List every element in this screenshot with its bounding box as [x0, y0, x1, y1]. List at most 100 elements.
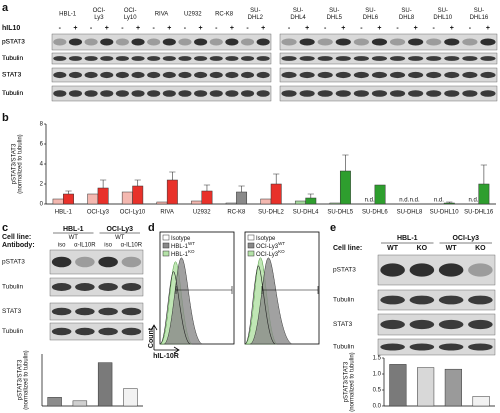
treatment-sign: +	[377, 25, 381, 32]
x-tick-label: SU-DHL5	[327, 210, 353, 216]
blot-band	[121, 327, 142, 336]
genotype-label: KO	[475, 245, 486, 252]
blot-band	[225, 90, 239, 97]
blot-band	[178, 56, 192, 61]
cell-line-label: SU-DHL6	[363, 8, 379, 21]
blot-band	[480, 56, 496, 61]
legend-entry: Isotype	[171, 236, 191, 242]
blot-band	[353, 38, 369, 46]
histogram-wt	[249, 257, 293, 345]
blot-band	[194, 90, 208, 97]
y-axis-label: pSTAT3/STAT3	[344, 361, 350, 402]
blot-band	[438, 343, 464, 351]
y-tick-label: 8	[40, 122, 44, 128]
y-axis-label-sub: (normalized to tubulin)	[24, 350, 30, 409]
blot-band	[462, 38, 478, 46]
blot-band	[335, 56, 351, 61]
blot-band	[84, 56, 98, 61]
treatment-sign: -	[184, 25, 187, 32]
blot-band	[147, 38, 161, 46]
blot-band	[438, 295, 464, 305]
x-tick-label: SU-DHL8	[397, 210, 423, 216]
blot-band	[299, 71, 315, 79]
error-bar	[65, 190, 72, 194]
y-axis-label: pSTAT3/STAT3	[18, 359, 24, 400]
blot-band	[75, 327, 95, 336]
blot-band	[317, 71, 333, 79]
x-tick-label: OCI-Ly10	[120, 210, 146, 216]
blot-band	[98, 283, 118, 291]
legend-swatch	[162, 250, 170, 257]
blot-band	[147, 71, 161, 79]
blot-band	[389, 56, 406, 61]
blot-band	[131, 90, 145, 97]
blot-band	[100, 56, 114, 61]
bar	[156, 201, 168, 205]
x-tick-label: RIVA	[160, 210, 174, 216]
blot-strip	[377, 313, 496, 336]
treatment-sign: +	[414, 25, 418, 32]
blot-band	[194, 38, 208, 46]
blot-band	[68, 56, 83, 61]
bar	[97, 187, 109, 205]
blot-band	[75, 307, 95, 316]
cell-line-label: U2932	[184, 12, 202, 18]
blot-band	[162, 71, 176, 79]
blot-band	[389, 71, 406, 79]
bar	[132, 185, 144, 205]
bar	[294, 200, 306, 205]
bar	[374, 184, 386, 205]
blot-band	[426, 90, 442, 97]
antibody-label: iso	[104, 243, 112, 249]
treatment-sign: +	[136, 25, 140, 32]
flow-xlabel: hIL-10R	[153, 353, 179, 360]
error-bar	[273, 173, 280, 184]
bar	[389, 364, 407, 407]
blot-band	[115, 38, 129, 46]
blot-row-label: Tubulin	[2, 90, 23, 97]
blot-band	[444, 38, 460, 46]
treatment-sign: -	[59, 25, 62, 32]
blot-strip	[279, 52, 498, 65]
blot-band	[444, 90, 460, 97]
treatment-sign: +	[305, 25, 309, 32]
bar	[444, 368, 462, 407]
x-tick-label: OCI-Ly3	[87, 210, 110, 216]
blot-band	[53, 90, 67, 97]
bar	[166, 179, 178, 205]
blot-band	[408, 38, 424, 46]
blot-band	[98, 256, 118, 268]
y-tick-label: 1.5	[373, 356, 382, 362]
treatment-sign: +	[341, 25, 345, 32]
blot-band	[84, 71, 98, 79]
bar	[417, 367, 435, 407]
blot-band	[462, 71, 478, 79]
blot-band	[317, 90, 333, 97]
blot-strip	[51, 67, 272, 83]
antibody-label: α-IL10R	[121, 243, 143, 249]
histogram-wt	[163, 257, 203, 345]
group-label: OCI-Ly3	[452, 235, 479, 242]
blot-band	[240, 56, 255, 61]
blot-band	[371, 71, 388, 79]
blot-row-label: STAT3	[2, 72, 22, 79]
blot-band	[299, 90, 315, 97]
treatment-sign: -	[246, 25, 249, 32]
blot-band	[380, 319, 405, 330]
cell-line-label: OCI-Ly10	[124, 8, 137, 21]
blot-band	[389, 38, 406, 46]
x-tick-label: SU-DHL4	[293, 210, 319, 216]
treatment-sign: +	[105, 25, 109, 32]
blot-band	[438, 263, 464, 277]
blot-band	[51, 327, 72, 336]
legend-swatch	[162, 234, 170, 241]
y-tick-label: 1.0	[373, 372, 382, 378]
y-axis-label-sub: (normalized to tubulin)	[18, 134, 24, 193]
treatment-label: hIL10	[2, 25, 20, 32]
blot-band	[426, 56, 442, 61]
blot-band	[353, 71, 369, 79]
bar	[329, 202, 341, 205]
bar	[52, 198, 64, 205]
blot-band	[426, 71, 442, 79]
gate	[261, 286, 319, 294]
